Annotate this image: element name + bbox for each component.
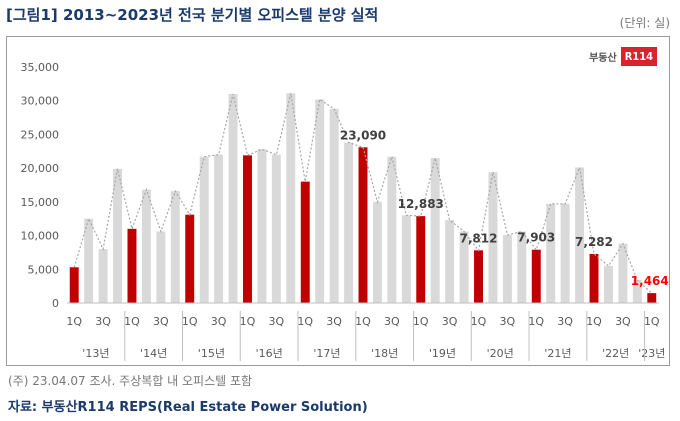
year-label: '16년 <box>256 347 283 360</box>
data-label: 23,090 <box>340 128 386 142</box>
bar-q1 <box>416 216 426 303</box>
bar <box>344 142 354 303</box>
data-label: 12,883 <box>398 197 444 211</box>
quarter-label: 1Q <box>124 315 140 328</box>
bar <box>430 158 440 303</box>
bar <box>502 234 512 303</box>
quarter-label: 1Q <box>471 315 487 328</box>
year-label: '18년 <box>371 347 398 360</box>
quarter-label: 3Q <box>500 315 516 328</box>
bar-q1 <box>589 253 599 303</box>
year-label: '23년 <box>638 347 665 360</box>
quarter-label: 1Q <box>66 315 82 328</box>
year-label: '17년 <box>313 347 340 360</box>
bar <box>329 108 339 303</box>
bar <box>271 154 281 303</box>
y-tick-label: 10,000 <box>21 230 60 243</box>
bar <box>546 203 556 303</box>
bar <box>603 265 613 303</box>
bar <box>560 203 570 303</box>
quarter-label: 1Q <box>355 315 371 328</box>
bar <box>84 218 94 303</box>
quarter-label: 3Q <box>211 315 227 328</box>
quarter-label: 3Q <box>326 315 342 328</box>
quarter-label: 3Q <box>95 315 111 328</box>
quarter-label: 1Q <box>182 315 198 328</box>
quarter-label: 3Q <box>615 315 631 328</box>
bar <box>199 156 209 303</box>
quarter-label: 1Q <box>586 315 602 328</box>
year-label: '13년 <box>82 347 109 360</box>
bar <box>98 249 108 303</box>
bar-q1 <box>474 250 483 303</box>
bar <box>575 167 585 303</box>
data-label: 7,282 <box>575 235 613 249</box>
bar <box>445 220 455 303</box>
bar <box>372 201 382 303</box>
bar-q1 <box>127 228 137 303</box>
unit-label: (단위: 실) <box>619 16 670 30</box>
quarter-label: 3Q <box>153 315 169 328</box>
logo-text: 부동산 <box>589 53 617 64</box>
year-label: '20년 <box>487 347 514 360</box>
quarter-label: 3Q <box>269 315 285 328</box>
quarter-label: 1Q <box>413 315 429 328</box>
quarter-label: 3Q <box>384 315 400 328</box>
chart-frame: 0 5,000 10,000 15,000 20,000 25,000 30,000 35,0… <box>6 36 670 366</box>
bar <box>257 149 267 303</box>
bar <box>228 93 238 303</box>
bar <box>170 191 180 303</box>
data-label: 7,812 <box>460 231 498 245</box>
footnote: (주) 23.04.07 조사. 주상복합 내 오피스텔 포함 <box>8 374 253 388</box>
quarter-label: 3Q <box>557 315 573 328</box>
bar-q1 <box>69 267 79 303</box>
bar <box>517 231 527 303</box>
brand-logo: 부동산 R114 <box>589 47 657 66</box>
data-label: 7,903 <box>517 231 555 245</box>
bar <box>618 243 628 303</box>
quarter-label: 1Q <box>528 315 544 328</box>
quarter-label: 1Q <box>240 315 256 328</box>
y-tick-label: 5,000 <box>28 263 60 276</box>
bar <box>315 99 325 303</box>
bar-q1 <box>647 293 657 303</box>
y-tick-label: 35,000 <box>21 61 60 74</box>
data-label: 1,464 <box>631 274 669 288</box>
bar-q1 <box>531 249 541 303</box>
chart-title: [그림1] 2013~2023년 전국 분기별 오피스텔 분양 실적 <box>6 6 379 24</box>
logo-badge: R114 <box>620 47 657 66</box>
year-label: '14년 <box>140 347 167 360</box>
bar <box>286 93 296 303</box>
bar <box>632 280 642 303</box>
y-tick-label: 0 <box>52 297 59 310</box>
y-tick-label: 20,000 <box>21 162 60 175</box>
y-tick-label: 30,000 <box>21 95 60 108</box>
bar <box>141 189 151 303</box>
year-label: '22년 <box>602 347 629 360</box>
source-label: 자료: 부동산R114 REPS(Real Estate Power Solut… <box>8 400 368 415</box>
chart-svg: 0 5,000 10,000 15,000 20,000 25,000 30,000 35,0… <box>21 61 669 361</box>
quarter-label: 3Q <box>442 315 458 328</box>
y-tick-label: 25,000 <box>21 128 60 141</box>
bar-q1 <box>300 181 310 303</box>
year-label: '21년 <box>544 347 571 360</box>
bar <box>488 172 498 303</box>
y-tick-label: 15,000 <box>21 196 60 209</box>
bar-q1 <box>243 155 252 303</box>
quarter-label: 1Q <box>644 315 660 328</box>
bar <box>387 156 397 303</box>
bar-q1 <box>185 214 195 303</box>
bar <box>113 168 123 303</box>
bar-q1 <box>358 147 368 303</box>
year-label: '19년 <box>429 347 456 360</box>
quarter-label: 1Q <box>297 315 313 328</box>
bar <box>459 231 469 303</box>
bar <box>156 231 166 303</box>
bar <box>401 215 411 303</box>
bar <box>214 154 224 303</box>
year-label: '15년 <box>198 347 225 360</box>
